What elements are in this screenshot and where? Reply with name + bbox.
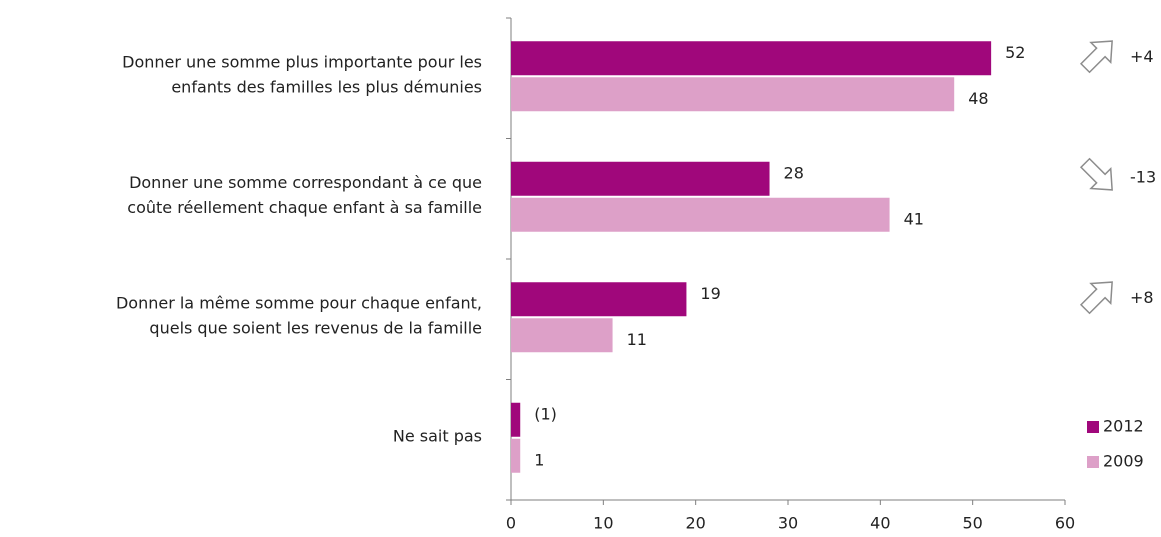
x-tick-label: 60 (1055, 514, 1075, 533)
x-tick-label: 50 (962, 514, 982, 533)
change-label: -13 (1130, 167, 1156, 186)
category-label: Donner la même somme pour chaque enfant, (116, 293, 482, 312)
value-label: 41 (904, 209, 924, 228)
arrow-shape (1079, 40, 1113, 74)
bar (511, 77, 955, 112)
change-arrow (1079, 281, 1113, 315)
category-label: coûte réellement chaque enfant à sa fami… (127, 198, 482, 217)
bar (511, 318, 613, 353)
value-label: 52 (1005, 43, 1025, 62)
legend-swatch (1087, 421, 1099, 433)
value-label: 19 (700, 284, 720, 303)
bar (511, 402, 521, 437)
value-label: 28 (784, 163, 804, 182)
change-label: +8 (1130, 288, 1154, 307)
change-arrow (1079, 157, 1113, 191)
bar (511, 282, 687, 317)
category-label: Ne sait pas (393, 426, 482, 445)
bar (511, 438, 521, 473)
x-tick-label: 20 (685, 514, 705, 533)
value-label: 1 (534, 450, 544, 469)
value-label: 48 (968, 89, 988, 108)
legend-label: 2012 (1103, 417, 1144, 436)
legend-label: 2009 (1103, 452, 1144, 471)
change-arrow (1079, 40, 1113, 74)
category-label: Donner une somme plus importante pour le… (122, 52, 482, 71)
category-label: enfants des familles les plus démunies (171, 77, 482, 96)
value-label: (1) (534, 404, 557, 423)
arrow-shape (1079, 157, 1113, 191)
x-tick-label: 10 (593, 514, 613, 533)
x-tick-label: 40 (870, 514, 890, 533)
bar (511, 41, 992, 76)
legend-swatch (1087, 456, 1099, 468)
bar (511, 161, 770, 196)
x-tick-label: 0 (506, 514, 516, 533)
value-label: 11 (627, 330, 647, 349)
category-label: Donner une somme correspondant à ce que (129, 173, 482, 192)
bar (511, 197, 890, 232)
arrow-shape (1079, 281, 1113, 315)
category-label: quels que soient les revenus de la famil… (149, 318, 482, 337)
x-tick-label: 30 (778, 514, 798, 533)
change-label: +4 (1130, 47, 1154, 66)
